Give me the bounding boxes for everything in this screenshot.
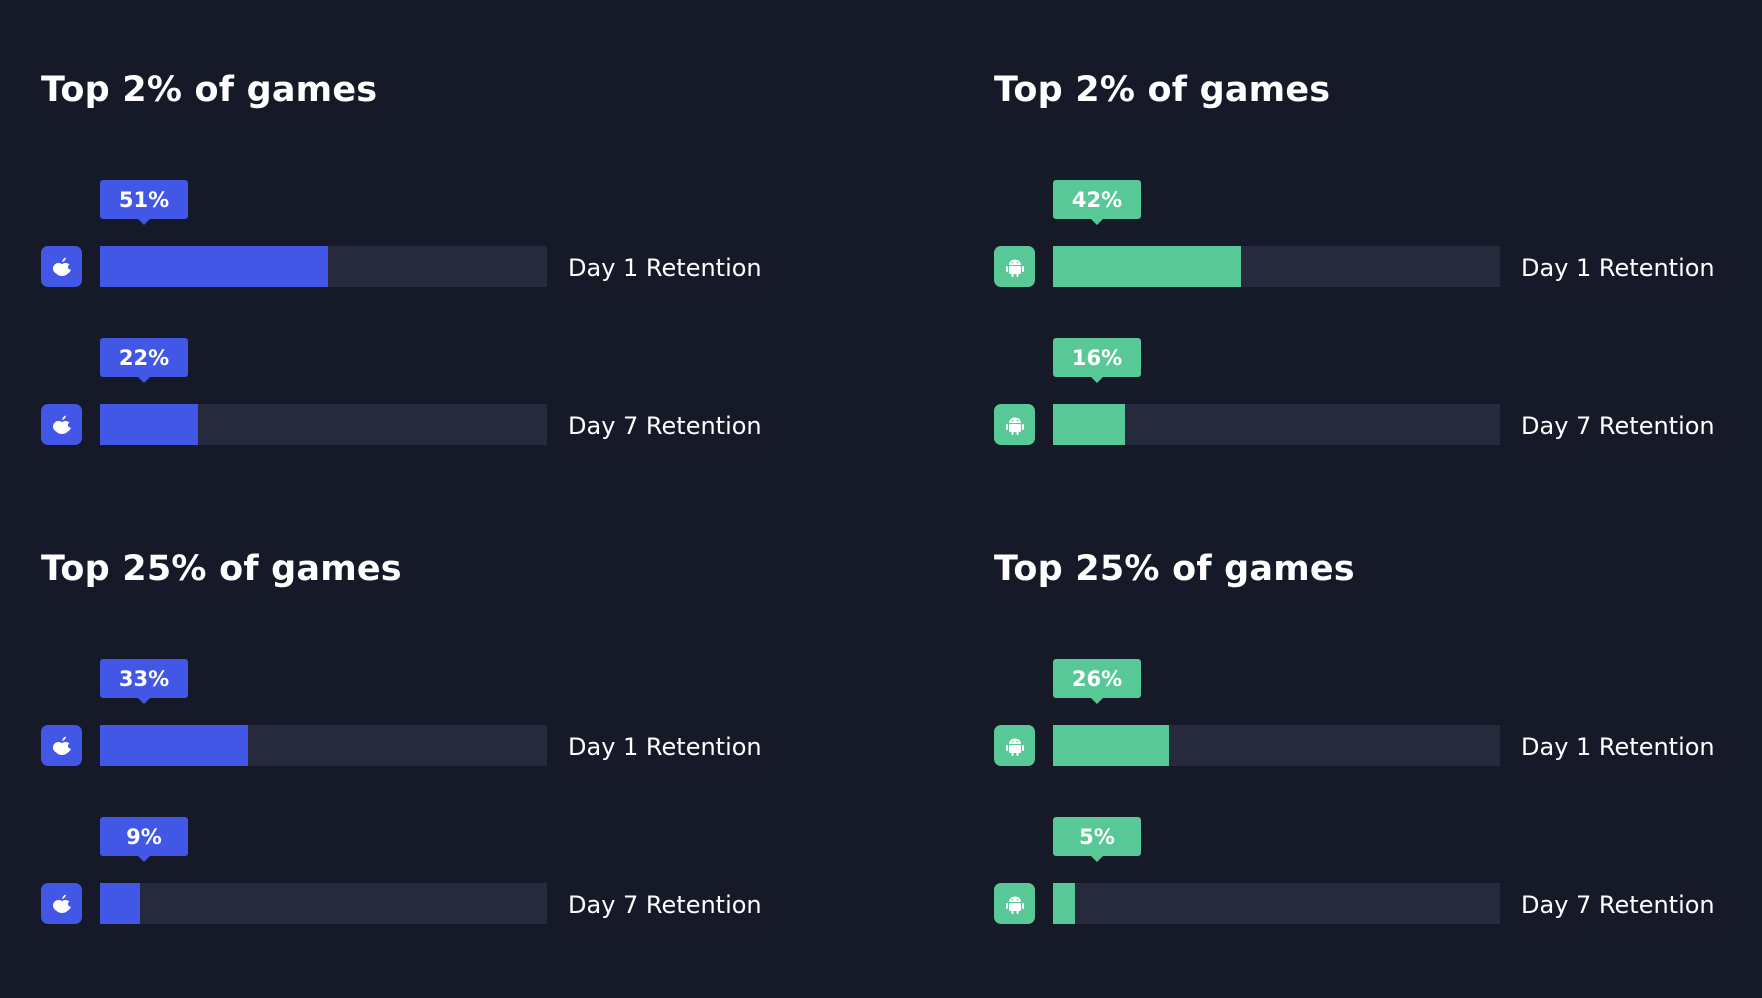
bar-track (1053, 404, 1500, 445)
bar-track (100, 404, 547, 445)
bar-row: 51% Day 1 Retention (41, 170, 901, 290)
bar-row: 22% Day 7 Retention (41, 328, 901, 448)
chart-panel-android-top-25: Top 25% of games 26% Day 1 Retention 5% … (994, 549, 1762, 969)
bar (1053, 404, 1125, 445)
value-label: 22% (100, 338, 188, 383)
bar-track (1053, 246, 1500, 287)
category-label: Day 1 Retention (1521, 733, 1715, 761)
chart-title: Top 25% of games (994, 549, 1355, 589)
category-label: Day 7 Retention (1521, 891, 1715, 919)
bar (1053, 883, 1076, 924)
bar-row: 5% Day 7 Retention (994, 807, 1762, 927)
chart-panel-android-top-2: Top 2% of games 42% Day 1 Retention 16% … (994, 70, 1762, 490)
bar (100, 246, 328, 287)
category-label: Day 1 Retention (1521, 254, 1715, 282)
android-icon (994, 404, 1035, 445)
chart-title: Top 2% of games (994, 70, 1331, 110)
bar-row: 26% Day 1 Retention (994, 649, 1762, 769)
bar-track (1053, 725, 1500, 766)
value-label: 5% (1053, 817, 1141, 862)
apple-icon (41, 883, 82, 924)
android-icon (994, 246, 1035, 287)
category-label: Day 7 Retention (568, 412, 762, 440)
android-icon (994, 883, 1035, 924)
chart-panel-ios-top-25: Top 25% of games 33% Day 1 Retention 9% … (41, 549, 901, 969)
apple-icon (41, 725, 82, 766)
category-label: Day 1 Retention (568, 254, 762, 282)
bar-track (100, 883, 547, 924)
bar-row: 16% Day 7 Retention (994, 328, 1762, 448)
category-label: Day 7 Retention (1521, 412, 1715, 440)
chart-panel-ios-top-2: Top 2% of games 51% Day 1 Retention 22% … (41, 70, 901, 490)
bar (100, 404, 199, 445)
chart-title: Top 2% of games (41, 70, 378, 110)
bar (1053, 725, 1170, 766)
value-label: 42% (1053, 180, 1141, 225)
value-label: 16% (1053, 338, 1141, 383)
bar (100, 883, 141, 924)
chart-title: Top 25% of games (41, 549, 402, 589)
bar-track (1053, 883, 1500, 924)
bar-row: 42% Day 1 Retention (994, 170, 1762, 290)
bar (1053, 246, 1241, 287)
value-label: 33% (100, 659, 188, 704)
value-label: 9% (100, 817, 188, 862)
android-icon (994, 725, 1035, 766)
category-label: Day 7 Retention (568, 891, 762, 919)
value-label: 51% (100, 180, 188, 225)
apple-icon (41, 404, 82, 445)
bar-track (100, 725, 547, 766)
bar (100, 725, 248, 766)
bar-row: 33% Day 1 Retention (41, 649, 901, 769)
category-label: Day 1 Retention (568, 733, 762, 761)
bar-row: 9% Day 7 Retention (41, 807, 901, 927)
apple-icon (41, 246, 82, 287)
value-label: 26% (1053, 659, 1141, 704)
bar-track (100, 246, 547, 287)
